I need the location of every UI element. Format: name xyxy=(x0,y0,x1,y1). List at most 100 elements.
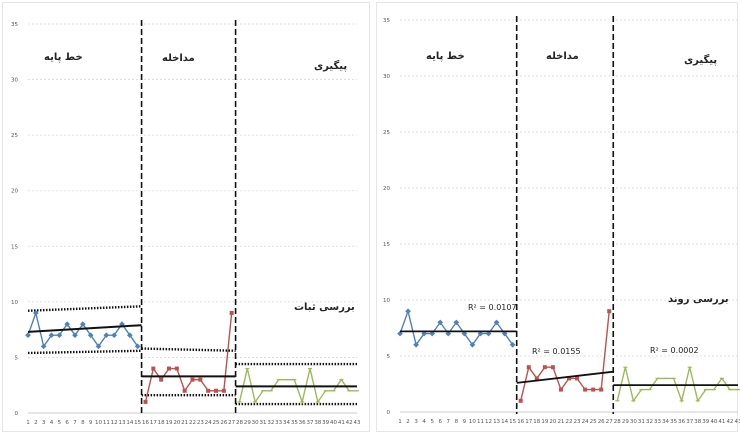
data-point xyxy=(80,321,86,327)
x-tick-label: 28 xyxy=(614,419,621,425)
x-tick-label: 19 xyxy=(166,420,173,426)
x-tick-label: 33 xyxy=(654,419,661,425)
x-tick-label: 17 xyxy=(525,419,532,425)
data-point xyxy=(509,341,516,348)
data-point xyxy=(558,387,563,392)
x-tick-label: 14 xyxy=(126,420,133,426)
y-tick-label: 20 xyxy=(383,186,390,192)
x-tick-label: 11 xyxy=(477,419,484,425)
x-tick-label: 19 xyxy=(541,419,548,425)
x-tick-label: 27 xyxy=(228,420,235,426)
r-squared-label: R² = 0.0155 xyxy=(532,347,581,356)
data-point xyxy=(151,366,156,371)
y-tick-label: 25 xyxy=(383,130,390,136)
data-point xyxy=(575,376,580,381)
x-tick-label: 43 xyxy=(354,420,361,426)
x-tick-label: 38 xyxy=(694,419,701,425)
x-tick-label: 3 xyxy=(42,420,46,426)
data-point xyxy=(190,377,195,382)
x-tick-label: 6 xyxy=(438,419,442,425)
phase-label: خط پایه xyxy=(426,51,465,62)
data-point xyxy=(111,332,117,339)
x-tick-label: 5 xyxy=(430,419,434,425)
x-tick-label: 41 xyxy=(718,419,725,425)
x-tick-label: 30 xyxy=(252,420,259,426)
x-tick-label: 12 xyxy=(111,420,118,426)
x-tick-label: 36 xyxy=(299,420,306,426)
data-point xyxy=(64,321,70,327)
x-tick-label: 1 xyxy=(26,420,30,426)
data-point xyxy=(72,332,78,339)
phase-label: مداخله xyxy=(162,53,195,64)
data-point xyxy=(174,366,179,371)
annotation-label: بررسی ثبات xyxy=(294,302,355,313)
x-tick-label: 24 xyxy=(205,420,212,426)
data-point xyxy=(87,332,94,339)
x-tick-label: 18 xyxy=(533,419,540,425)
data-point xyxy=(103,332,110,339)
x-tick-label: 16 xyxy=(517,419,524,425)
x-tick-label: 21 xyxy=(181,420,188,426)
data-point xyxy=(534,376,539,381)
x-tick-label: 28 xyxy=(236,420,243,426)
data-point xyxy=(607,309,612,314)
x-tick-label: 6 xyxy=(65,420,69,426)
x-tick-label: 29 xyxy=(244,420,251,426)
data-point xyxy=(206,388,211,393)
level-line xyxy=(27,324,142,333)
x-tick-label: 22 xyxy=(566,419,573,425)
stability-band-lower xyxy=(27,349,142,355)
x-tick-label: 42 xyxy=(346,420,353,426)
x-tick-label: 42 xyxy=(726,419,733,425)
data-point xyxy=(159,377,164,382)
y-tick-label: 0 xyxy=(387,410,391,416)
x-tick-label: 16 xyxy=(142,420,149,426)
y-tick-label: 10 xyxy=(383,298,390,304)
x-tick-label: 21 xyxy=(557,419,564,425)
stability-chart-panel: 0 5 10 15 20 25 30 35 1 2 3 4 5 6 7 8 9 10 11 12 13 14 15 16 17 1… xyxy=(2,2,370,432)
x-tick-label: 23 xyxy=(574,419,581,425)
data-point xyxy=(583,387,588,392)
annotation-label: بررسی روند xyxy=(668,294,729,305)
x-tick-label: 33 xyxy=(275,420,282,426)
x-tick-label: 2 xyxy=(34,420,38,426)
x-tick-label: 4 xyxy=(422,419,426,425)
data-point xyxy=(198,377,203,382)
x-tick-label: 13 xyxy=(119,420,126,426)
x-tick-label: 7 xyxy=(447,419,451,425)
x-tick-label: 40 xyxy=(710,419,717,425)
x-tick-label: 32 xyxy=(267,420,274,426)
y-tick-label: 35 xyxy=(11,22,18,28)
x-tick-label: 17 xyxy=(150,420,157,426)
y-tick-label: 5 xyxy=(387,354,391,360)
x-tick-label: 23 xyxy=(197,420,204,426)
data-point xyxy=(229,310,234,315)
phase-label: خط پایه xyxy=(44,52,83,63)
x-tick-label: 34 xyxy=(283,420,290,426)
y-tick-label: 30 xyxy=(11,78,18,84)
x-tick-label: 2 xyxy=(406,419,410,425)
x-tick-label: 26 xyxy=(220,420,227,426)
x-tick-label: 20 xyxy=(173,420,180,426)
y-tick-label: 5 xyxy=(15,355,19,361)
series-line xyxy=(399,308,514,347)
data-point xyxy=(493,319,500,326)
y-tick-label: 15 xyxy=(383,242,390,248)
x-tick-label: 31 xyxy=(638,419,645,425)
data-point xyxy=(95,343,102,350)
x-tick-label: 22 xyxy=(189,420,196,426)
x-tick-label: 3 xyxy=(414,419,418,425)
y-tick-label: 0 xyxy=(15,411,19,417)
data-point xyxy=(221,388,226,393)
data-point xyxy=(542,365,547,370)
x-tick-label: 38 xyxy=(314,420,321,426)
x-tick-label: 4 xyxy=(50,420,54,426)
x-tick-label: 34 xyxy=(662,419,669,425)
stability-band-upper xyxy=(27,305,142,312)
data-point xyxy=(167,366,171,371)
x-tick-label: 9 xyxy=(463,419,467,425)
x-tick-label: 1 xyxy=(398,419,402,425)
x-tick-label: 10 xyxy=(469,419,476,425)
